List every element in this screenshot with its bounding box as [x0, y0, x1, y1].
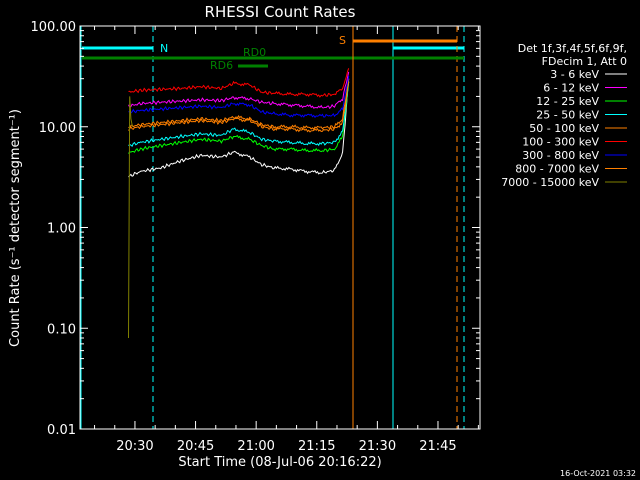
chart-title: RHESSI Count Rates: [205, 3, 356, 21]
series-line: [128, 71, 350, 110]
series-line: [128, 78, 350, 178]
chart-marks: N S RD0 RD6: [80, 26, 465, 429]
legend-entry-label: 25 - 50 keV: [536, 109, 599, 122]
rd6-annotation-label: RD6: [210, 59, 233, 72]
legend-entry-label: 6 - 12 keV: [543, 82, 599, 95]
x-tick-label: 21:00: [237, 439, 274, 454]
chart-axes: 0.01 0.10 1.00 10.00 100.00 20:30 20:45 21:00 21…: [31, 20, 481, 454]
x-tick-label: 20:45: [177, 439, 214, 454]
x-tick-label: 20:30: [116, 439, 153, 454]
series-line: [128, 81, 350, 154]
x-tick-label: 21:15: [298, 439, 335, 454]
y-axis-label: Count Rate (s⁻¹ detector segment⁻¹): [8, 109, 23, 347]
footer-date: 16-Oct-2021 03:32: [560, 469, 636, 478]
rd0-annotation-label: RD0: [243, 46, 266, 59]
y-tick-label: 1.00: [47, 222, 76, 237]
x-axis-label: Start Time (08-Jul-06 20:16:22): [178, 455, 381, 470]
series-line: [128, 81, 350, 148]
y-tick-label: 10.00: [39, 121, 76, 136]
series-line: [128, 96, 133, 339]
series-line: [128, 68, 350, 98]
legend-entry-label: 3 - 6 keV: [550, 68, 599, 81]
legend-entry-label: 50 - 100 keV: [529, 122, 599, 135]
series-line: [128, 75, 350, 119]
x-tick-label: 21:30: [359, 439, 396, 454]
legend-entry-label: 100 - 300 keV: [522, 136, 599, 149]
n-annotation-label: N: [160, 42, 168, 55]
legend-entry-label: 800 - 7000 keV: [515, 163, 599, 176]
y-tick-label: 0.01: [47, 423, 76, 438]
legend-header-line2: FDecim 1, Att 0: [542, 55, 627, 68]
legend-entry-label: 12 - 25 keV: [536, 95, 599, 108]
legend-entry-label: 300 - 800 keV: [522, 149, 599, 162]
s-annotation-label: S: [339, 34, 346, 47]
y-tick-label: 100.00: [31, 20, 77, 35]
x-tick-label: 21:45: [419, 439, 456, 454]
y-tick-label: 0.10: [47, 322, 76, 337]
legend: Det 1f,3f,4f,5f,6f,9f, FDecim 1, Att 0 3…: [501, 42, 627, 189]
legend-header-line1: Det 1f,3f,4f,5f,6f,9f,: [518, 42, 627, 55]
legend-entry-label: 7000 - 15000 keV: [501, 176, 599, 189]
series-line: [128, 81, 350, 133]
